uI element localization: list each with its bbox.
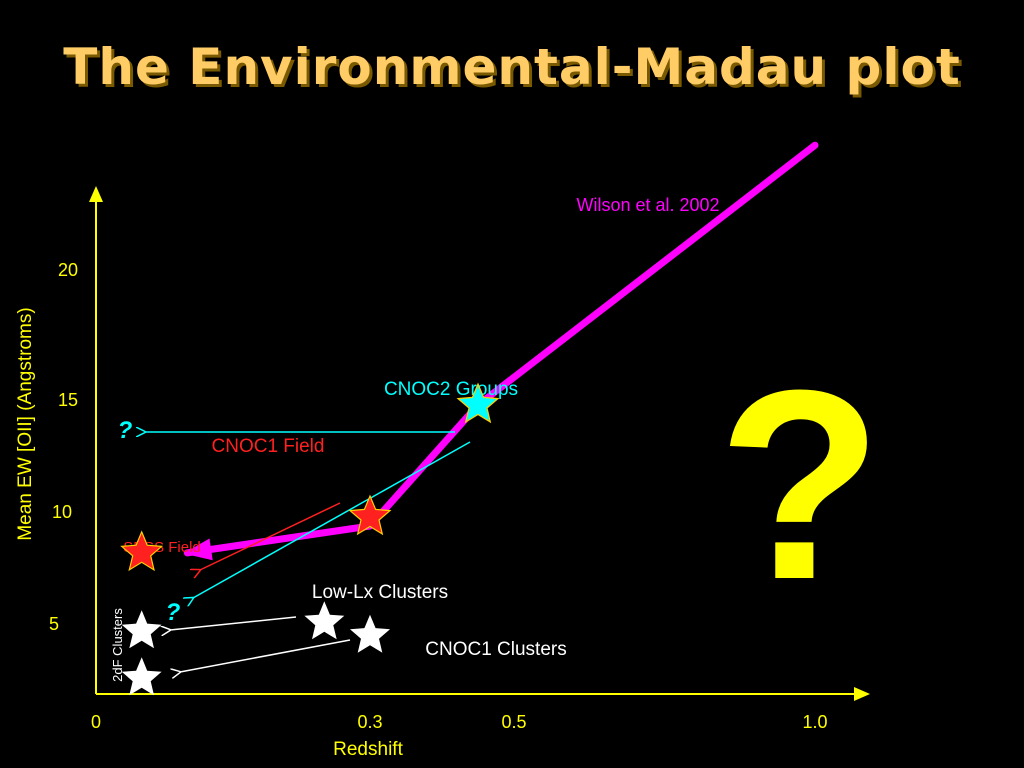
2df-clusters-star-2 bbox=[121, 657, 162, 696]
question-mark-upper: ? bbox=[118, 417, 133, 444]
x-axis-label: Redshift bbox=[333, 739, 403, 760]
x-tick-1-0: 1.0 bbox=[802, 712, 827, 732]
low-lx-clusters-label: Low-Lx Clusters bbox=[312, 582, 448, 603]
2df-clusters-star-1 bbox=[121, 610, 162, 649]
cnoc2-groups-label: CNOC2 Groups bbox=[384, 379, 518, 400]
cnoc1-field-star bbox=[348, 494, 392, 536]
wilson-2002-arrowhead bbox=[183, 538, 213, 561]
big-question-mark: ? bbox=[718, 335, 883, 636]
question-mark-lower: ? bbox=[166, 599, 181, 626]
2df-clusters-label: 2dF Clusters bbox=[110, 608, 125, 682]
cnoc1-clusters-label: CNOC1 Clusters bbox=[425, 639, 566, 660]
y-axis-arrowhead bbox=[89, 186, 103, 202]
sdss-field-star bbox=[120, 530, 164, 572]
x-axis-arrowhead bbox=[854, 687, 870, 701]
star-markers bbox=[120, 382, 500, 696]
y-tick-15: 15 bbox=[58, 390, 78, 410]
wilson-2002-label: Wilson et al. 2002 bbox=[576, 195, 719, 215]
y-tick-5: 5 bbox=[49, 614, 59, 634]
groups-to-2df-arrow bbox=[193, 441, 471, 598]
cnoc2-groups-star bbox=[456, 382, 500, 424]
cnoc1-clusters-to-2df-arrow bbox=[180, 639, 351, 672]
wilson-2002-line bbox=[183, 141, 819, 557]
y-axis-label: Mean EW [OII] (Angstroms) bbox=[15, 307, 36, 540]
x-tick-0: 0 bbox=[91, 712, 101, 732]
slide-title: The Environmental-Madau plot bbox=[63, 38, 961, 96]
y-tick-10: 10 bbox=[52, 502, 72, 522]
cnoc1-field-to-sdss-arrow bbox=[200, 502, 341, 570]
lowlx-to-2df-arrow bbox=[170, 616, 297, 630]
cnoc1-field-label: CNOC1 Field bbox=[212, 436, 325, 457]
low-lx-clusters-star bbox=[304, 601, 345, 640]
cnoc1-clusters-star bbox=[350, 614, 390, 653]
x-tick-0-3: 0.3 bbox=[357, 712, 382, 732]
x-tick-0-5: 0.5 bbox=[501, 712, 526, 732]
y-tick-20: 20 bbox=[58, 260, 78, 280]
